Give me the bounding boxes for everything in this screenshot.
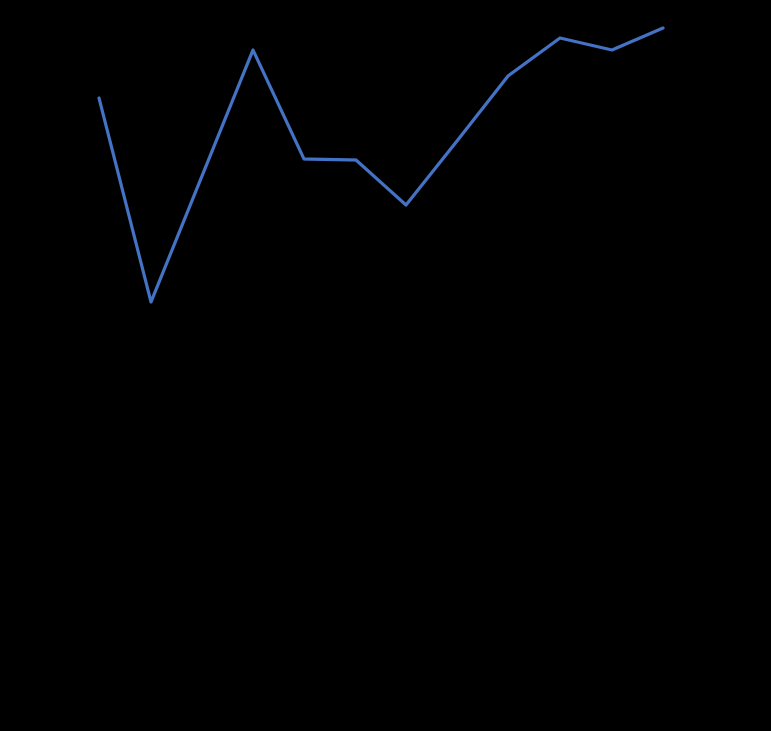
- line-series: [97, 26, 665, 304]
